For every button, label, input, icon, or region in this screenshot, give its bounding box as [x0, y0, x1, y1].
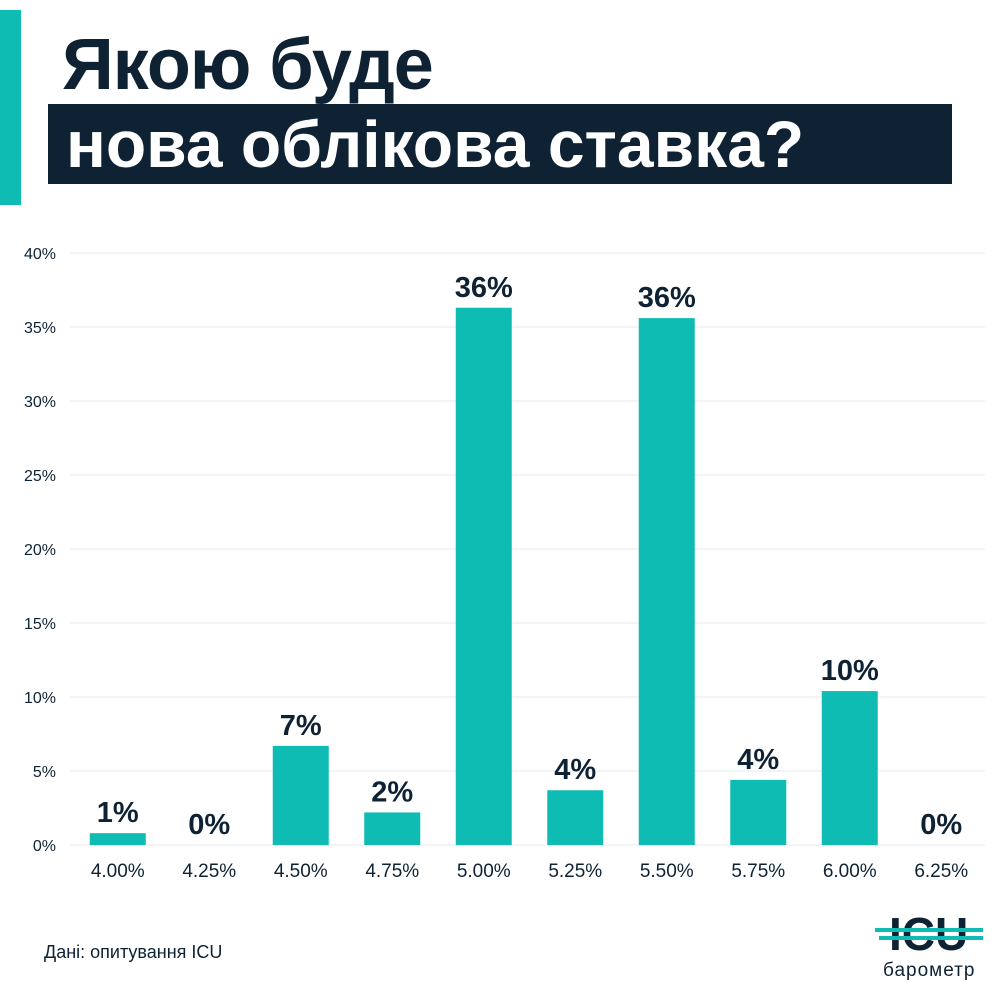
icu-logo-mark: ICU	[875, 908, 983, 960]
bar-value-label: 7%	[280, 710, 322, 742]
bar-value-label: 36%	[455, 272, 513, 304]
y-tick-label: 30%	[24, 394, 56, 411]
icu-logo-stripe-1	[875, 928, 983, 932]
bar	[89, 833, 146, 845]
bar-value-label: 0%	[188, 809, 230, 841]
y-tick-label: 25%	[24, 468, 56, 485]
x-tick-label: 4.00%	[91, 861, 145, 882]
x-tick-label: 6.00%	[823, 861, 877, 882]
bar	[455, 307, 512, 845]
x-tick-label: 5.00%	[457, 861, 511, 882]
bar	[638, 318, 695, 845]
title-line-1: Якою буде	[62, 25, 434, 105]
bar	[547, 790, 604, 845]
bar-value-label: 4%	[737, 744, 779, 776]
x-tick-label: 5.75%	[731, 861, 785, 882]
x-tick-label: 5.50%	[640, 861, 694, 882]
y-tick-label: 35%	[24, 320, 56, 337]
x-tick-label: 5.25%	[548, 861, 602, 882]
x-tick-label: 6.25%	[914, 861, 968, 882]
y-tick-label: 0%	[33, 838, 56, 855]
source-note: Дані: опитування ICU	[44, 942, 223, 962]
bar	[364, 812, 421, 845]
y-tick-label: 15%	[24, 616, 56, 633]
title-line-2: нова облікова ставка?	[66, 107, 805, 181]
bar-value-label: 1%	[97, 797, 139, 829]
title-highlight-box	[48, 104, 952, 184]
icu-logo-text: ICU	[889, 908, 968, 960]
bar-value-label: 4%	[554, 754, 596, 786]
bar	[821, 691, 878, 845]
y-tick-label: 10%	[24, 690, 56, 707]
bar-value-label: 36%	[638, 282, 696, 314]
y-tick-label: 40%	[24, 246, 56, 263]
bar-value-label: 0%	[920, 809, 962, 841]
y-tick-label: 5%	[33, 764, 56, 781]
bar	[730, 779, 787, 845]
x-tick-label: 4.25%	[182, 861, 236, 882]
bar-value-label: 10%	[821, 655, 879, 687]
icu-logo-stripe-2	[879, 936, 983, 940]
accent-bar	[0, 10, 21, 205]
bar-value-label: 2%	[371, 776, 413, 808]
x-tick-label: 4.75%	[365, 861, 419, 882]
logo-subtitle: барометр	[883, 960, 976, 981]
x-tick-label: 4.50%	[274, 861, 328, 882]
icu-logo: ICU барометр	[875, 906, 985, 986]
y-tick-label: 20%	[24, 542, 56, 559]
bar	[272, 745, 329, 845]
